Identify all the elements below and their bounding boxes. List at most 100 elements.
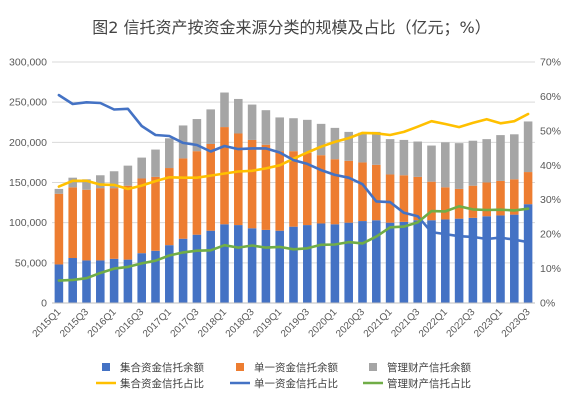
bar-3: [289, 118, 298, 152]
bar-1: [234, 225, 243, 303]
bar-3: [109, 171, 119, 189]
bar-1: [123, 259, 133, 303]
y-left-tick-label: 50,000: [15, 257, 47, 269]
bar-2: [303, 152, 312, 226]
x-tick-label: 2019Q1: [251, 307, 284, 340]
bar-2: [316, 155, 326, 224]
bar-1: [137, 253, 146, 303]
bar-2: [96, 188, 105, 261]
x-tick-label: 2017Q1: [141, 307, 174, 340]
bar-1: [54, 264, 64, 303]
y-right-tick-label: 0%: [540, 298, 555, 310]
bar-3: [427, 145, 436, 182]
bar-2: [330, 159, 340, 225]
bar-3: [441, 142, 450, 188]
legend-label: 单一资金信托占比: [254, 377, 338, 390]
bar-1: [109, 258, 119, 303]
bar-3: [358, 132, 367, 163]
bar-3: [261, 110, 271, 145]
bar-2: [496, 180, 505, 216]
bar-2: [275, 151, 284, 231]
bar-2: [68, 187, 77, 259]
bar-3: [220, 92, 229, 128]
bar-1: [482, 216, 491, 303]
bar-3: [344, 131, 353, 161]
y-left-tick-label: 0: [41, 298, 47, 310]
bar-3: [96, 175, 105, 189]
bar-3: [192, 119, 202, 152]
bar-2: [510, 179, 519, 215]
x-tick-label: 2023Q1: [472, 307, 505, 340]
legend-label: 管理财产信托余额: [387, 361, 471, 374]
bar-1: [468, 217, 478, 303]
bar-1: [275, 230, 284, 303]
bar-3: [510, 134, 519, 180]
bar-2: [151, 176, 160, 251]
bar-1: [82, 260, 91, 303]
bar-1: [206, 230, 215, 303]
bar-2: [192, 151, 202, 235]
bar-2: [109, 188, 119, 259]
bar-1: [413, 220, 422, 303]
bar-3: [275, 117, 284, 152]
bar-1: [151, 250, 160, 303]
legend-label: 集合资金信托占比: [120, 377, 204, 390]
x-tick-label: 2021Q1: [362, 307, 395, 340]
bar-2: [523, 172, 533, 205]
bar-1: [316, 223, 326, 303]
bar-3: [385, 139, 395, 175]
bar-3: [468, 140, 478, 186]
y-right-tick-label: 10%: [540, 263, 561, 275]
bar-1: [178, 238, 188, 303]
line-series-3: [57, 205, 530, 282]
bar-2: [123, 185, 133, 260]
legend-label: 集合资金信托余额: [120, 361, 204, 374]
bar-1: [261, 229, 271, 303]
bar-1: [510, 214, 519, 303]
bar-3: [303, 119, 312, 153]
y-left-tick-label: 250,000: [9, 97, 47, 109]
x-tick-label: 2023Q3: [500, 307, 533, 340]
bar-2: [454, 188, 464, 219]
x-tick-label: 2021Q3: [389, 307, 422, 340]
bar-3: [496, 135, 505, 181]
y-right-tick-label: 20%: [540, 229, 561, 241]
bar-3: [151, 149, 160, 177]
bar-3: [247, 104, 257, 140]
legend-swatch: [369, 363, 377, 371]
bar-2: [399, 175, 409, 222]
bar-2: [54, 193, 64, 265]
bar-3: [165, 138, 174, 169]
bar-1: [303, 225, 312, 303]
bar-2: [385, 174, 395, 223]
x-tick-label: 2015Q1: [31, 307, 64, 340]
bar-1: [96, 260, 105, 303]
bar-1: [220, 224, 229, 303]
y-right-tick-label: 60%: [540, 91, 561, 103]
bar-2: [441, 187, 450, 220]
chart-title: 图2 信托资产按资金来源分类的规模及占比（亿元；%）: [92, 18, 491, 37]
y-left-tick-label: 100,000: [9, 217, 47, 229]
bar-3: [399, 139, 409, 176]
bar-2: [234, 133, 243, 226]
bar-3: [54, 188, 64, 194]
bar-2: [372, 164, 381, 221]
bar-3: [137, 157, 146, 179]
legend-swatch: [102, 363, 110, 371]
y-right-tick-label: 50%: [540, 125, 561, 137]
bar-3: [523, 121, 533, 173]
x-tick-label: 2017Q3: [169, 307, 202, 340]
y-right-tick-label: 30%: [540, 194, 561, 206]
bar-3: [482, 139, 491, 183]
bar-1: [165, 245, 174, 303]
bar-2: [344, 160, 353, 223]
x-tick-label: 2020Q1: [307, 307, 340, 340]
x-tick-label: 2016Q3: [113, 307, 146, 340]
bar-2: [427, 181, 436, 221]
bar-1: [344, 222, 353, 303]
bar-1: [454, 218, 464, 303]
bar-1: [427, 220, 436, 303]
bar-3: [123, 165, 133, 186]
